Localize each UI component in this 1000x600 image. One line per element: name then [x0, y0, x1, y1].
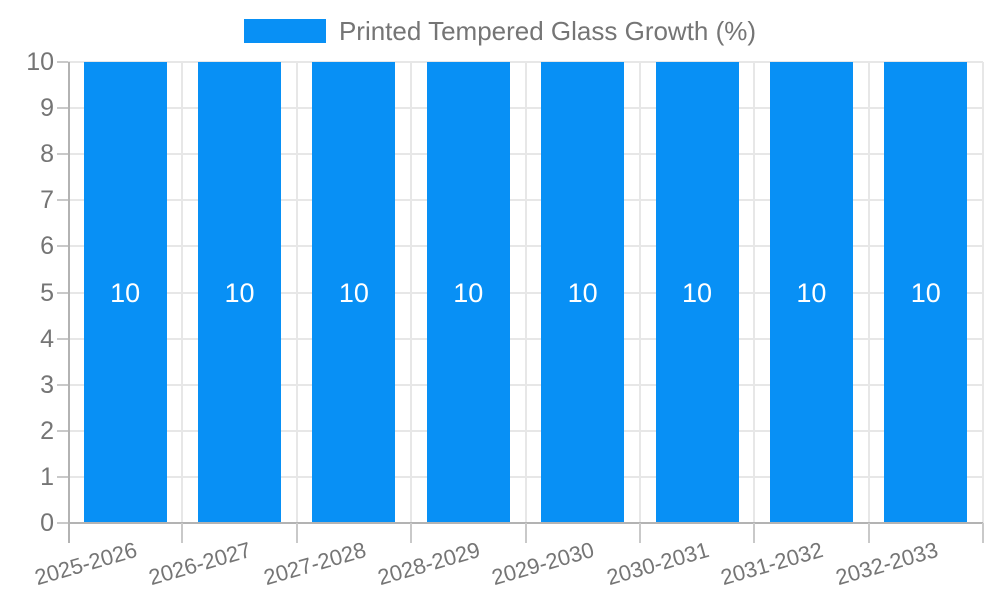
- bar[interactable]: 10: [312, 62, 396, 523]
- x-tick-label: 2031-2032: [718, 537, 827, 591]
- y-tick-label: 8: [40, 140, 54, 169]
- y-tick: [57, 383, 68, 386]
- plot-area: 10 10 10 10 10 10 10 10: [68, 61, 984, 523]
- y-axis-ticks: [57, 61, 68, 524]
- v-gridline: [181, 62, 184, 523]
- legend-swatch-icon: [243, 19, 326, 43]
- y-tick: [57, 522, 68, 524]
- v-gridline: [410, 62, 413, 523]
- x-tick: [524, 523, 527, 543]
- y-tick: [57, 337, 68, 340]
- x-tick-label: 2026-2027: [146, 537, 255, 591]
- y-tick-label: 2: [40, 416, 54, 445]
- x-tick: [181, 523, 184, 543]
- x-tick-label: 2028-2029: [374, 537, 483, 591]
- x-tick-label: 2030-2031: [603, 537, 712, 591]
- bar[interactable]: 10: [198, 62, 282, 523]
- bar-value-label: 10: [910, 277, 941, 308]
- bar-value-label: 10: [796, 277, 827, 308]
- y-tick-label: 0: [40, 509, 54, 537]
- x-tick: [410, 523, 413, 543]
- y-tick: [57, 61, 68, 63]
- y-tick-label: 4: [40, 324, 54, 353]
- x-tick-label: 2032-2033: [832, 537, 941, 591]
- legend-item[interactable]: Printed Tempered Glass Growth (%): [243, 16, 757, 46]
- y-tick-label: 5: [40, 278, 54, 307]
- y-tick: [57, 153, 68, 156]
- bar[interactable]: 10: [541, 62, 625, 523]
- y-tick: [57, 199, 68, 202]
- x-tick-label: 2025-2026: [31, 537, 140, 591]
- v-gridline: [295, 62, 298, 523]
- y-tick-label: 3: [40, 370, 54, 399]
- x-tick: [867, 523, 870, 543]
- y-tick-label: 6: [40, 232, 54, 261]
- v-gridline: [982, 62, 984, 523]
- v-gridline: [638, 62, 641, 523]
- bar-value-label: 10: [110, 277, 141, 308]
- y-axis-line: [68, 62, 70, 543]
- y-tick: [57, 107, 68, 110]
- y-tick: [57, 429, 68, 432]
- bar[interactable]: 10: [884, 62, 968, 523]
- bar-value-label: 10: [338, 277, 369, 308]
- x-tick-label: 2029-2030: [489, 537, 598, 591]
- y-tick-label: 7: [40, 186, 54, 215]
- bar[interactable]: 10: [769, 62, 853, 523]
- x-tick: [638, 523, 641, 543]
- y-tick-label: 1: [40, 462, 54, 491]
- bar[interactable]: 10: [426, 62, 510, 523]
- bar-value-label: 10: [453, 277, 484, 308]
- bar-value-label: 10: [682, 277, 713, 308]
- y-tick: [57, 475, 68, 478]
- y-tick: [57, 245, 68, 248]
- y-tick-label: 9: [40, 94, 54, 123]
- y-axis-labels: 0 1 2 3 4 5 6 7 8 9 10: [0, 49, 54, 536]
- x-axis-ticks: [68, 523, 984, 543]
- bar-value-label: 10: [224, 277, 255, 308]
- bar[interactable]: 10: [83, 62, 167, 523]
- x-axis-labels: 2025-2026 2026-2027 2027-2028 2028-2029 2029…: [32, 523, 983, 600]
- x-tick-label: 2027-2028: [260, 537, 369, 591]
- y-tick-label: 10: [26, 48, 54, 76]
- x-tick: [982, 523, 984, 543]
- x-tick: [295, 523, 298, 543]
- v-gridline: [753, 62, 756, 523]
- chart-legend: Printed Tempered Glass Growth (%): [0, 17, 1000, 45]
- x-tick: [753, 523, 756, 543]
- v-gridline: [524, 62, 527, 523]
- bar[interactable]: 10: [655, 62, 739, 523]
- bar-value-label: 10: [567, 277, 598, 308]
- v-gridline: [867, 62, 870, 523]
- legend-label: Printed Tempered Glass Growth (%): [338, 16, 757, 46]
- y-tick: [57, 291, 68, 294]
